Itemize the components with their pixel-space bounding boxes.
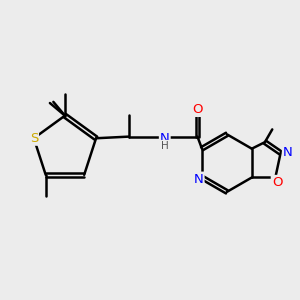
Text: H: H — [161, 141, 169, 151]
Text: O: O — [192, 103, 203, 116]
Text: O: O — [272, 176, 282, 189]
Text: N: N — [194, 172, 204, 186]
Text: N: N — [160, 132, 169, 145]
Text: S: S — [30, 132, 38, 145]
Text: N: N — [283, 146, 293, 159]
